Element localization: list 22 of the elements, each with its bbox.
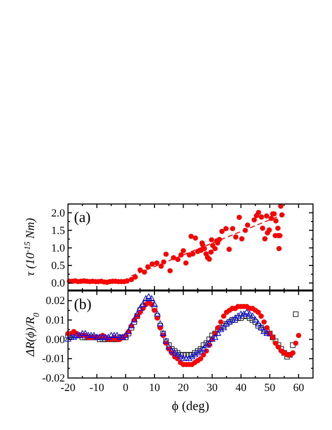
x-tick-label: -10 [89,382,105,394]
y-tick-label: 0.0 [51,277,66,290]
y-tick-label: -0.01 [42,353,65,366]
x-axis-title: ϕ (deg) [172,398,210,413]
annotation: (b) [74,297,92,313]
y-tick-label: 1.0 [51,242,66,254]
annotation: (a) [74,210,91,226]
x-tick-label: 60 [293,382,305,394]
x-tick-label: -20 [60,382,76,394]
y-tick-label: 0.01 [46,314,65,326]
y-tick-label: 1.5 [51,224,66,237]
y-tick-label: -0.02 [42,372,65,384]
y-tick-label: 0.5 [51,260,66,272]
y-tick-label: 0.02 [46,295,65,308]
y-tick-label: 0.00 [46,334,66,346]
x-tick-label: 10 [148,382,160,394]
x-tick-label: 20 [178,382,190,394]
x-tick-label: 50 [264,382,276,394]
x-tick-label: 40 [235,382,247,394]
x-tick-label: 30 [206,382,218,394]
y-tick-label: 2.0 [51,207,66,220]
x-tick-label: 0 [122,382,129,394]
